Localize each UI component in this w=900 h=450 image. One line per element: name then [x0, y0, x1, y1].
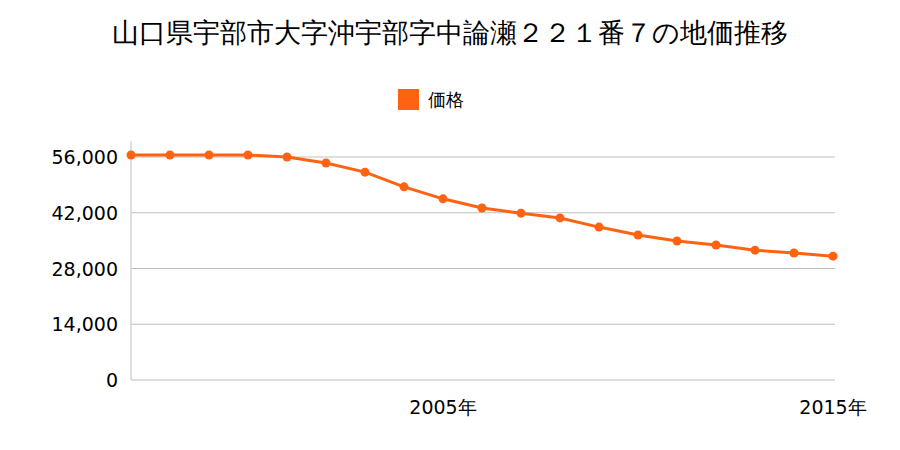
point: [322, 158, 331, 167]
point: [478, 203, 487, 212]
series-line: [131, 155, 833, 256]
point: [556, 213, 565, 222]
point: [361, 168, 370, 177]
grid-line: [131, 324, 835, 325]
y-tick-label: 0: [106, 369, 118, 391]
y-tick-label: 56,000: [52, 146, 118, 168]
y-tick-label: 14,000: [52, 313, 118, 335]
point: [829, 252, 838, 261]
point: [127, 151, 136, 160]
point: [400, 182, 409, 191]
point: [634, 231, 643, 240]
point: [205, 151, 214, 160]
plot-area: [127, 151, 838, 261]
x-tick-label: 2015年: [799, 396, 866, 418]
point: [673, 237, 682, 246]
title: 山口県宇部市大字沖宇部字中論瀬２２１番７の地価推移: [112, 17, 788, 48]
point: [244, 151, 253, 160]
point: [283, 153, 292, 162]
grid-line: [131, 268, 835, 269]
grid-line: [131, 157, 835, 158]
point: [751, 246, 760, 255]
legend: 価格: [398, 89, 464, 110]
point: [712, 241, 721, 250]
point: [517, 209, 526, 218]
point: [595, 223, 604, 232]
legend-label: 価格: [428, 89, 464, 110]
point: [166, 151, 175, 160]
x-tick-label: 2005年: [409, 396, 476, 418]
legend-swatch: [398, 89, 419, 110]
point: [790, 248, 799, 257]
chart: 山口県宇部市大字沖宇部字中論瀬２２１番７の地価推移価格 0 14,000 28,000…: [0, 0, 900, 450]
y-tick-label: 42,000: [52, 202, 118, 224]
point: [439, 194, 448, 203]
grid-line: [131, 380, 835, 381]
y-tick-label: 28,000: [52, 258, 118, 280]
grid-line: [131, 212, 835, 213]
y-axis-line: [131, 141, 132, 380]
